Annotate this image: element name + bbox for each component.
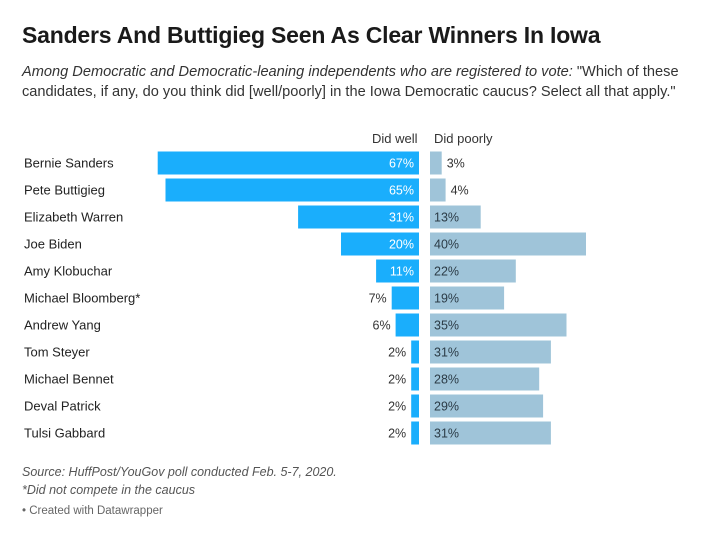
value-label-did-well: 2%: [388, 427, 406, 441]
column-header-did-poorly: Did poorly: [434, 131, 493, 146]
chart-subtitle: Among Democratic and Democratic-leaning …: [22, 62, 702, 102]
value-label-did-well: 2%: [388, 373, 406, 387]
category-label: Amy Klobuchar: [24, 264, 113, 279]
category-label: Joe Biden: [24, 237, 82, 252]
value-label-did-poorly: 4%: [451, 184, 469, 198]
bar-did-well: [411, 367, 419, 391]
source-note: Source: HuffPost/YouGov poll conducted F…: [22, 465, 337, 479]
bar-did-poorly: [430, 178, 446, 202]
value-label-did-poorly: 28%: [434, 373, 459, 387]
subtitle-question: "Which of these candidates, if any, do y…: [22, 64, 679, 100]
value-label-did-poorly: 35%: [434, 319, 459, 333]
value-label-did-well: 67%: [389, 157, 414, 171]
category-label: Tom Steyer: [24, 345, 90, 360]
bar-did-poorly: [430, 151, 442, 175]
bar-did-well: [157, 151, 419, 175]
value-label-did-poorly: 31%: [434, 346, 459, 360]
bar-did-poorly: [430, 421, 551, 445]
bar-did-poorly: [430, 340, 551, 364]
bar-did-poorly: [430, 205, 481, 229]
value-label-did-poorly: 29%: [434, 400, 459, 414]
value-label-did-well: 11%: [390, 265, 414, 279]
footnote: *Did not compete in the caucus: [22, 483, 196, 497]
chart-title: Sanders And Buttigieg Seen As Clear Winn…: [22, 22, 601, 48]
bar-did-poorly: [430, 232, 586, 256]
bar-did-well: [411, 340, 419, 364]
value-label-did-poorly: 22%: [434, 265, 459, 279]
value-label-did-poorly: 3%: [447, 157, 465, 171]
bar-did-well: [411, 421, 419, 445]
value-label-did-well: 2%: [388, 346, 406, 360]
category-label: Pete Buttigieg: [24, 183, 105, 198]
bar-did-poorly: [430, 313, 567, 337]
subtitle-lead: Among Democratic and Democratic-leaning …: [22, 64, 573, 80]
value-label-did-poorly: 40%: [434, 238, 459, 252]
category-label: Tulsi Gabbard: [24, 426, 105, 441]
value-label-did-well: 2%: [388, 400, 406, 414]
bar-did-well: [341, 232, 419, 256]
bar-did-poorly: [430, 286, 505, 310]
bar-chart: Bernie Sanders 67% 3% Pete Buttigieg 65% 4% El…: [24, 151, 586, 445]
category-label: Deval Patrick: [24, 399, 101, 414]
value-label-did-well: 20%: [389, 238, 414, 252]
bar-did-poorly: [430, 259, 516, 283]
value-label-did-well: 6%: [373, 319, 391, 333]
bar-did-poorly: [430, 367, 540, 391]
category-label: Elizabeth Warren: [24, 210, 123, 225]
category-label: Andrew Yang: [24, 318, 101, 333]
category-label: Bernie Sanders: [24, 156, 114, 171]
datawrapper-credit: • Created with Datawrapper: [22, 505, 163, 517]
category-label: Michael Bennet: [24, 372, 114, 387]
value-label-did-poorly: 19%: [434, 292, 459, 306]
bar-did-well: [391, 286, 419, 310]
bar-did-well: [411, 394, 419, 418]
value-label-did-well: 31%: [389, 211, 414, 225]
bar-did-well: [165, 178, 419, 202]
value-label-did-well: 7%: [369, 292, 387, 306]
value-label-did-well: 65%: [389, 184, 414, 198]
bar-did-well: [298, 205, 419, 229]
category-label: Michael Bloomberg*: [24, 291, 140, 306]
value-label-did-poorly: 13%: [434, 211, 459, 225]
bar-did-well: [376, 259, 419, 283]
bar-did-well: [395, 313, 419, 337]
value-label-did-poorly: 31%: [434, 427, 459, 441]
column-header-did-well: Did well: [372, 131, 418, 146]
bar-did-poorly: [430, 394, 544, 418]
